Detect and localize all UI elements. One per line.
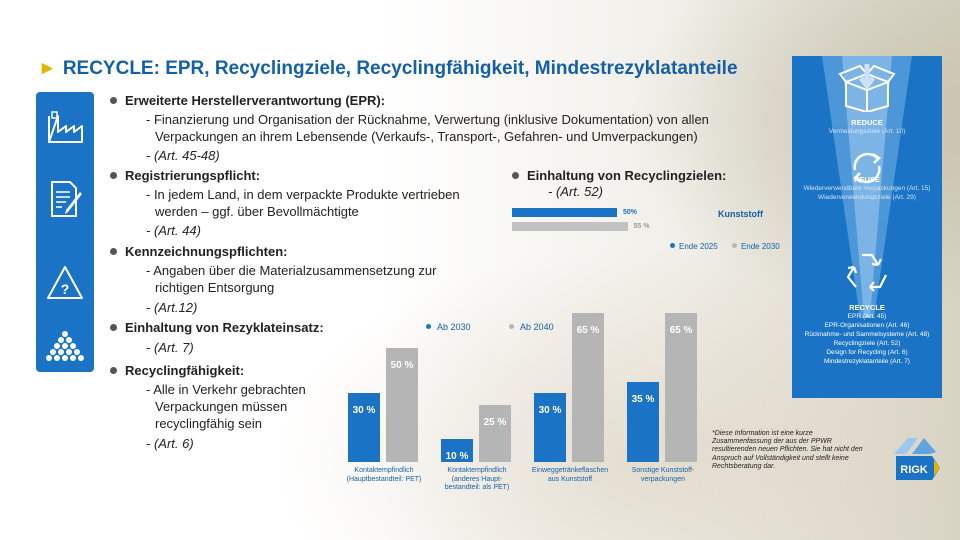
legend-dot — [731, 243, 737, 248]
legend-dot — [670, 243, 675, 248]
bullet-line: richtigen Entsorgung — [155, 280, 275, 295]
category-line: bestandteil: als PET) — [444, 484, 510, 491]
vbar-value-label: 30 % — [352, 405, 376, 417]
hbar-end-2025 — [512, 208, 617, 217]
hbar-legend: Ende 2025 Ende 2030 — [670, 242, 780, 251]
light-fan — [822, 56, 912, 318]
bullet-recyclability: Recyclingfähigkeit: — [110, 362, 244, 380]
vbar-value-label: 50 % — [390, 359, 414, 371]
vbar-value-label: 30 % — [538, 405, 562, 417]
category-line: Kontaktempfindlich — [447, 467, 507, 474]
category-line: Sonstige Kunststoff- — [631, 467, 695, 474]
vbar-value-label: 65 % — [576, 325, 600, 337]
bullet-ref: - (Art.12) — [146, 300, 198, 315]
bullet-ref: - (Art. 7) — [146, 340, 194, 355]
bullet-line: werden – ggf. über Bevollmächtigte — [155, 204, 359, 219]
bullet-line: - Angaben über die Materialzusammensetzu… — [146, 263, 437, 278]
left-icon-bar: ? — [36, 92, 94, 372]
logo-text: RIGK — [900, 464, 928, 476]
category-line: aus Kunststoff — [547, 475, 593, 483]
vbar-category-label: Einweggetränkeflaschen aus Kunststoff — [520, 467, 620, 484]
title-text: RECYCLE: EPR, Recyclingziele, Recyclingf… — [62, 58, 738, 79]
vbar-value-label: 65 % — [669, 325, 693, 337]
document-pen-icon — [51, 181, 82, 217]
bullet-labelling: Kennzeichnungspflichten: — [110, 243, 288, 261]
hbar-value-label: 50% — [623, 209, 638, 216]
disclaimer-note: *Diese Information ist eine kurze Zusamm… — [712, 430, 863, 470]
reuse-section: REUSE Wiederverwendbare Verpackungen (Ar… — [803, 175, 931, 201]
vbar-2040 — [665, 313, 697, 462]
bullet-line: - Finanzierung und Organisation der Rück… — [146, 112, 709, 127]
bullet-line: - In jedem Land, in dem verpackte Produk… — [146, 187, 460, 202]
vbar-2040 — [479, 404, 511, 462]
bullet-line: - Alle in Verkehr gebrachten — [146, 382, 306, 397]
vbar-2030 — [348, 393, 380, 462]
vbar-2030 — [534, 393, 566, 462]
bullet-epr: Erweiterte Herstellerverantwortung (EPR)… — [110, 92, 385, 110]
bullet-line: Verpackungen müssen — [155, 399, 288, 414]
reuse-arrows-icon — [853, 152, 881, 184]
vbar-value-label: 25 % — [483, 416, 507, 428]
vbar-2040 — [386, 347, 418, 462]
vbar-value-label: 10 % — [445, 451, 469, 463]
question-mark: ? — [61, 281, 70, 297]
factory-icon — [48, 111, 83, 143]
vbar-value-label: 35 % — [631, 394, 655, 405]
bullet-ref: - (Art. 45-48) — [146, 148, 220, 163]
vbar-category-label: Kontaktempfindlich (anderes Haupt-bestand… — [427, 467, 527, 493]
recycling-goals-heading: Einhaltung von Recyclingzielen: — [512, 168, 726, 183]
bullet-ref: - (Art. 44) — [146, 223, 201, 238]
vbar-2030 — [441, 439, 473, 462]
hbar-value-label: 55 % — [633, 223, 650, 230]
bullet-line: Verpackungen an ihrem Lebensende (Verkau… — [155, 129, 698, 144]
category-line: (anderes Haupt- — [451, 475, 503, 483]
legend-dot — [426, 324, 431, 329]
vbar-category-label: Kontaktempfindlich (Hauptbestandteil: PET… — [334, 467, 434, 484]
category-line: Einweggetränkeflaschen — [531, 467, 609, 474]
granules-icon — [46, 331, 84, 361]
bullet-registration: Registrierungspflicht: — [110, 167, 260, 185]
warning-question-icon: ? — [47, 266, 83, 299]
vbar-2040 — [572, 313, 604, 462]
hbar-category-label: Kunststoff — [718, 209, 763, 219]
bullet-recyclate: Einhaltung von Rezyklateinsatz: — [110, 319, 324, 337]
rigk-logo: RIGK — [894, 438, 940, 480]
category-line: verpackungen — [641, 475, 685, 483]
right-panel: REDUCE Vermeidungsziele (Art. 10) REUSE … — [792, 56, 942, 398]
bullet-ref: - (Art. 6) — [146, 436, 194, 451]
recycle-icon — [846, 253, 887, 292]
category-line: Kontaktempfindlich — [354, 467, 414, 474]
recycling-goals-ref: - (Art. 52) — [548, 184, 603, 199]
bullet-line: recyclingfähig sein — [155, 416, 262, 431]
reduce-section: REDUCE Vermeidungsziele (Art. 10) — [828, 118, 906, 135]
hbar-end-2030 — [512, 222, 628, 231]
legend-dot — [509, 324, 515, 329]
box-icon — [838, 64, 896, 112]
category-line: (Hauptbestandteil: PET) — [346, 475, 422, 483]
vbar-legend: Ab 2030 Ab 2040 — [426, 322, 554, 332]
recycle-section: RECYCLE EPR (Art. 45) EPR-Organisationen… — [804, 303, 930, 365]
page-title: ► RECYCLE: EPR, Recyclingziele, Recycling… — [38, 58, 738, 80]
vbar-2030 — [627, 382, 659, 462]
arrow-icon: ► — [38, 58, 57, 79]
vbar-category-label: Sonstige Kunststoff-verpackungen — [613, 467, 713, 484]
